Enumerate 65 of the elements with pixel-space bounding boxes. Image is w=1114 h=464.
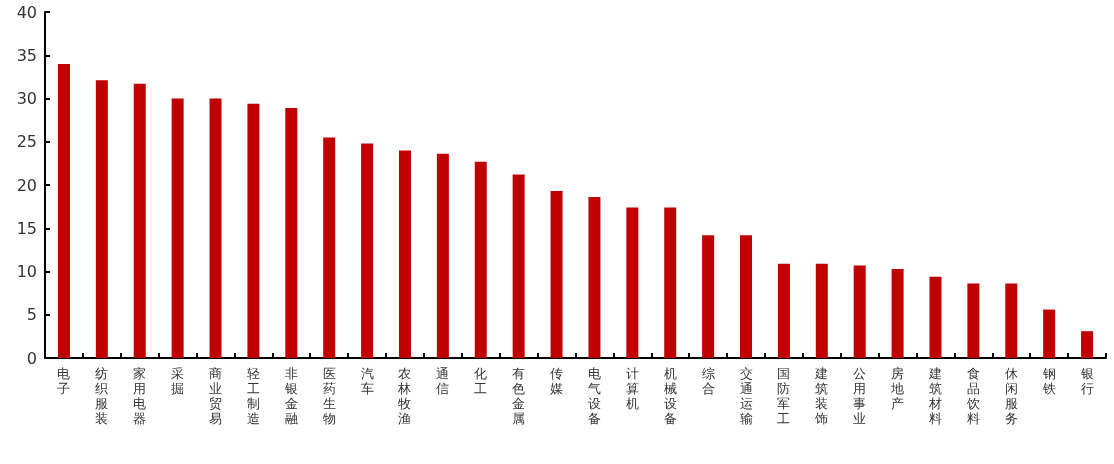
bar <box>853 265 866 358</box>
y-tick-label: 40 <box>16 2 37 22</box>
x-tick-label: 房地产 <box>890 366 905 411</box>
x-tick-label: 交通运输 <box>739 366 753 426</box>
x-tick-label: 有色金属 <box>512 366 526 426</box>
x-tick-label: 银行 <box>1079 366 1094 396</box>
x-tick-label: 公用事业 <box>853 366 867 426</box>
bar <box>285 108 298 358</box>
x-tick-label: 建筑材料 <box>927 366 942 426</box>
bar <box>929 276 942 358</box>
y-tick-label: 35 <box>16 45 37 65</box>
bar <box>323 137 336 358</box>
bar <box>57 63 70 358</box>
y-tick-label: 25 <box>16 132 37 152</box>
bar <box>815 263 828 358</box>
x-tick-label: 电子 <box>57 366 71 396</box>
bar <box>664 207 677 358</box>
y-tick-label: 0 <box>26 348 37 368</box>
bar <box>777 263 790 358</box>
bar <box>1081 331 1094 358</box>
bar <box>361 143 374 358</box>
x-tick-label: 轻工制造 <box>246 366 260 426</box>
bar <box>512 174 525 358</box>
x-tick-label: 通信 <box>436 366 450 396</box>
bar <box>891 268 904 358</box>
x-tick-label: 非银金融 <box>283 366 298 426</box>
bar <box>626 207 639 358</box>
x-tick-label: 商业贸易 <box>209 366 223 426</box>
x-tick-label: 化工 <box>474 366 488 396</box>
bar <box>1043 309 1056 358</box>
x-tick-label: 食品饮料 <box>965 366 980 426</box>
x-tick-label: 电气设备 <box>587 366 601 426</box>
bar <box>740 235 753 358</box>
bar <box>398 150 411 358</box>
x-tick-label: 综合 <box>701 366 715 396</box>
x-tick-label: 建筑装饰 <box>814 366 829 426</box>
bar <box>702 235 715 358</box>
x-tick-label: 汽车 <box>360 366 374 396</box>
x-tick-label: 钢铁 <box>1041 366 1056 396</box>
x-tick-label: 采掘 <box>171 366 185 396</box>
bar <box>967 283 980 358</box>
x-tick-label: 国防军工 <box>777 366 791 426</box>
bar <box>209 98 222 358</box>
y-tick-label: 15 <box>16 218 37 238</box>
y-tick-label: 20 <box>16 175 37 195</box>
y-tick-label: 5 <box>26 305 37 325</box>
bar <box>550 191 563 358</box>
x-tick-label: 传媒 <box>550 366 564 396</box>
bar <box>133 83 146 358</box>
x-tick-label: 纺织服装 <box>95 366 109 426</box>
bar <box>1005 283 1018 358</box>
x-tick-label: 家用电器 <box>133 366 147 426</box>
x-tick-label: 休闲服务 <box>1004 366 1018 426</box>
x-tick-label: 医药生物 <box>322 366 336 426</box>
bar <box>171 98 184 358</box>
bar <box>247 103 260 358</box>
y-tick-label: 10 <box>16 262 37 281</box>
bar <box>474 161 487 358</box>
x-tick-label: 计算机 <box>625 366 639 411</box>
x-tick-label: 农林牧渔 <box>397 366 412 426</box>
y-tick-label: 30 <box>16 89 37 108</box>
bar <box>436 153 449 358</box>
x-tick-label: 机械设备 <box>663 366 677 426</box>
bar <box>95 80 108 358</box>
bar <box>588 197 601 358</box>
